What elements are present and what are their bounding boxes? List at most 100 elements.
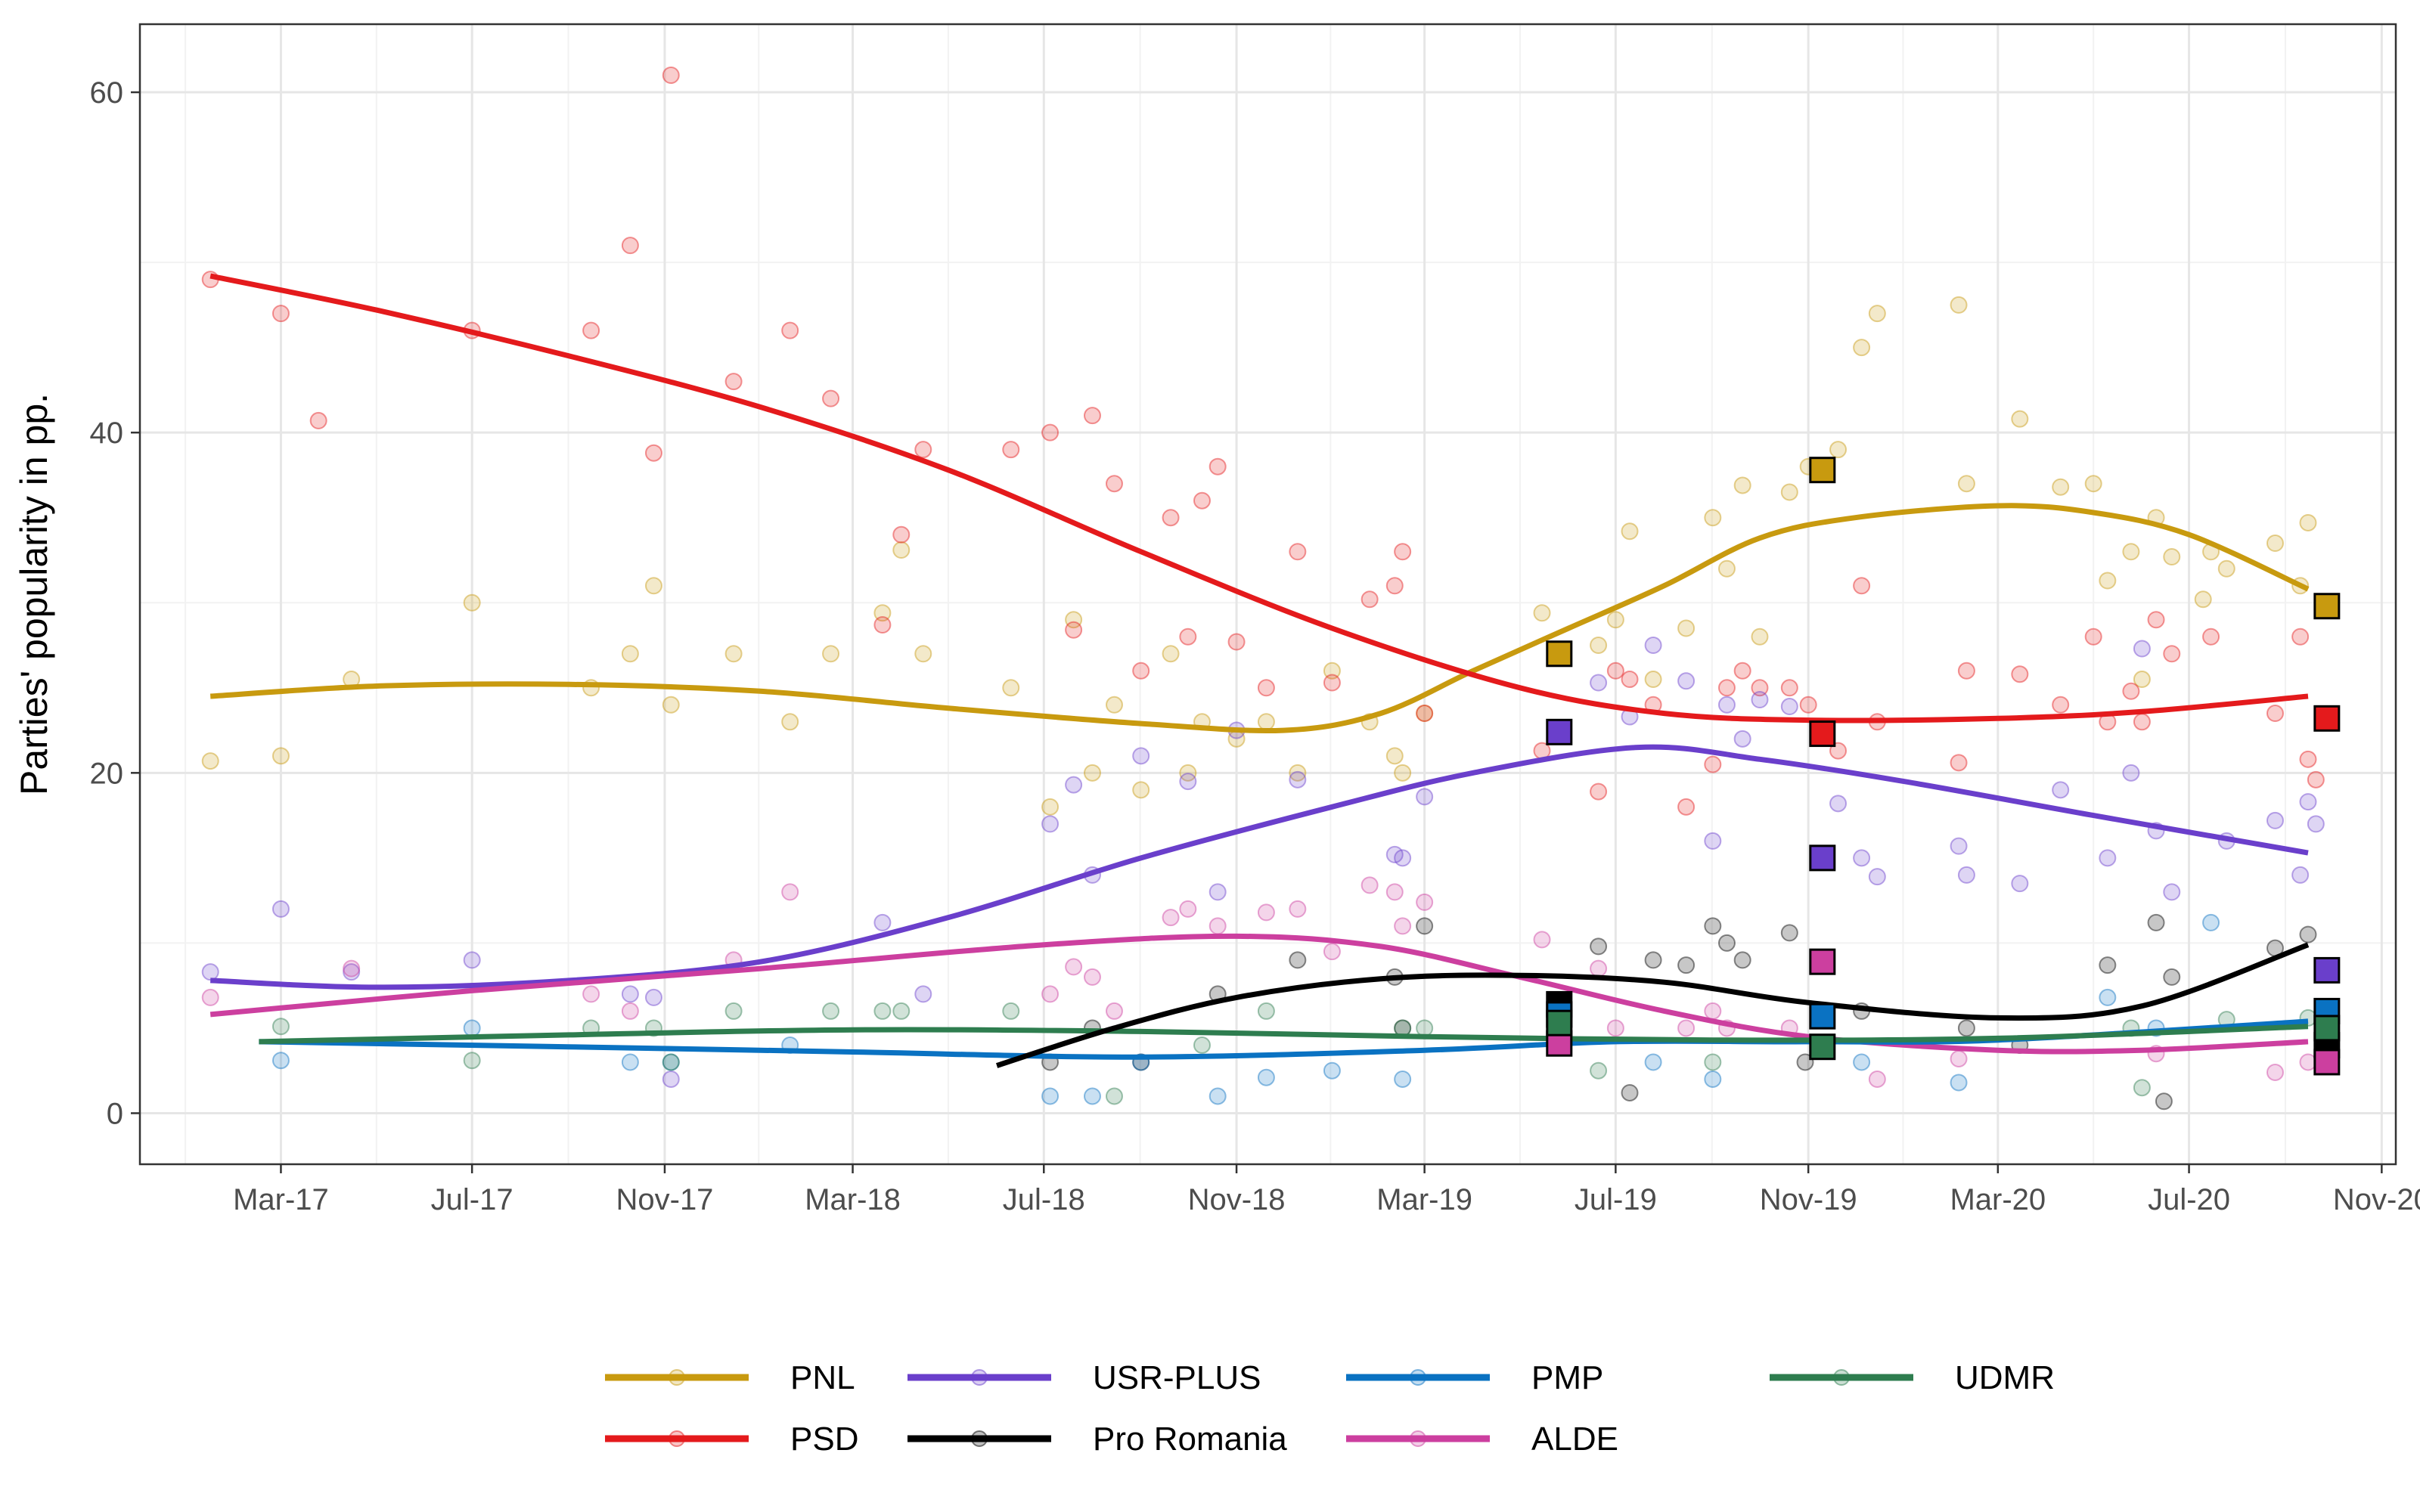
- x-tick-label: Jul-18: [1003, 1183, 1085, 1216]
- poll-point-pnl: [1385, 747, 1404, 765]
- y-tick-label: 40: [90, 417, 124, 450]
- poll-point-pnl: [1677, 619, 1696, 637]
- poll-point-alde: [621, 1002, 639, 1020]
- poll-point-pnl: [1533, 604, 1551, 622]
- poll-point-alde: [1289, 900, 1307, 918]
- poll-point-alde: [2299, 1053, 2317, 1071]
- poll-point-pro-romania: [1621, 1083, 1639, 1101]
- y-tick-label: 60: [90, 76, 124, 110]
- legend-swatch-point: [971, 1430, 988, 1447]
- poll-point-usr-plus: [343, 963, 361, 981]
- poll-point-usr-plus: [1853, 849, 1871, 867]
- result-marker-psd: [2313, 705, 2341, 732]
- poll-point-pnl: [1590, 637, 1608, 655]
- poll-point-usr-plus: [644, 988, 662, 1006]
- poll-point-pro-romania: [1733, 951, 1751, 969]
- poll-point-usr-plus: [1733, 730, 1751, 748]
- poll-point-pnl: [1083, 764, 1101, 782]
- poll-point-usr-plus: [2307, 815, 2325, 833]
- legend-label: Pro Romania: [1093, 1421, 1287, 1458]
- poll-point-pmp: [1323, 1061, 1341, 1080]
- poll-point-pnl: [1162, 645, 1180, 663]
- poll-point-psd: [1717, 679, 1736, 697]
- poll-point-pmp: [463, 1019, 481, 1037]
- y-axis: 0 20 40 60: [90, 76, 140, 1130]
- x-tick-label: Jul-17: [431, 1183, 513, 1216]
- poll-point-alde: [1162, 909, 1180, 927]
- poll-point-usr-plus: [2299, 793, 2317, 811]
- poll-point-psd: [1957, 662, 1975, 680]
- poll-point-pnl: [2299, 513, 2317, 531]
- poll-point-usr-plus: [1957, 866, 1975, 884]
- poll-point-pro-romania: [2299, 925, 2317, 943]
- poll-point-pnl: [2217, 559, 2235, 578]
- poll-point-psd: [1065, 621, 1083, 639]
- poll-point-alde: [1179, 900, 1197, 918]
- result-marker-udmr: [2313, 1015, 2341, 1042]
- poll-point-psd: [822, 389, 840, 407]
- panel-border: [138, 23, 2397, 1166]
- y-axis-title: Parties' popularity in pp.: [13, 393, 55, 795]
- poll-point-usr-plus: [1751, 691, 1769, 709]
- poll-point-psd: [1799, 696, 1817, 714]
- poll-point-psd: [2202, 627, 2220, 646]
- trend-line-pnl: [209, 503, 2310, 734]
- poll-point-usr-plus: [1179, 773, 1197, 791]
- poll-point-pro-romania: [2155, 1092, 2173, 1111]
- poll-point-pmp: [1950, 1074, 1968, 1092]
- poll-point-pnl: [1323, 662, 1341, 680]
- legend-swatch-point: [1410, 1430, 1426, 1447]
- poll-point-usr-plus: [2099, 849, 2117, 867]
- poll-point-udmr: [2133, 1079, 2151, 1097]
- poll-point-psd: [724, 373, 743, 391]
- x-tick-label: Nov-18: [1188, 1183, 1286, 1216]
- poll-point-pro-romania: [2147, 913, 2165, 931]
- poll-point-pnl: [873, 604, 892, 622]
- poll-point-usr-plus: [2052, 781, 2070, 799]
- poll-point-psd: [1360, 590, 1379, 609]
- poll-point-psd: [1416, 705, 1434, 723]
- poll-point-alde: [1704, 1002, 1722, 1020]
- legend-swatch-point: [971, 1369, 988, 1386]
- x-tick-label: Mar-19: [1376, 1183, 1472, 1216]
- legend-item-pro-romania: Pro Romania: [908, 1421, 1287, 1458]
- legend-label: PNL: [790, 1359, 855, 1396]
- poll-point-pnl: [892, 541, 911, 559]
- poll-point-psd: [662, 67, 680, 85]
- legend-label: PMP: [1531, 1359, 1603, 1396]
- x-tick-label: Mar-17: [233, 1183, 329, 1216]
- poll-point-pnl: [1733, 476, 1751, 494]
- poll-point-usr-plus: [1868, 868, 1886, 886]
- poll-point-psd: [781, 321, 799, 339]
- poll-point-alde: [201, 988, 219, 1006]
- poll-point-pnl: [2099, 572, 2117, 590]
- result-marker-udmr: [1546, 1009, 1573, 1036]
- poll-point-psd: [271, 305, 290, 323]
- poll-point-usr-plus: [2133, 640, 2151, 658]
- poll-point-alde: [1416, 893, 1434, 911]
- poll-point-usr-plus: [2011, 875, 2029, 893]
- poll-point-psd: [1385, 577, 1404, 595]
- poll-point-psd: [1208, 457, 1227, 476]
- result-marker-usr-plus: [1546, 718, 1573, 745]
- poll-point-pnl: [1416, 705, 1434, 723]
- poll-point-psd: [1621, 671, 1639, 689]
- poll-point-psd: [1083, 407, 1101, 425]
- poll-point-pmp: [271, 1052, 290, 1070]
- x-tick-label: Nov-17: [616, 1183, 713, 1216]
- poll-point-usr-plus: [1644, 637, 1662, 655]
- poll-point-usr-plus: [1704, 832, 1722, 850]
- poll-point-psd: [1606, 662, 1624, 680]
- poll-point-pnl: [1041, 798, 1060, 816]
- poll-point-usr-plus: [1289, 770, 1307, 789]
- poll-point-usr-plus: [1590, 674, 1608, 692]
- poll-point-psd: [1289, 543, 1307, 561]
- poll-point-psd: [582, 321, 600, 339]
- poll-point-psd: [2291, 627, 2310, 646]
- poll-point-psd: [2266, 705, 2284, 723]
- poll-point-usr-plus: [2122, 764, 2140, 782]
- poll-point-udmr: [1105, 1087, 1123, 1105]
- poll-point-pnl: [1132, 781, 1150, 799]
- poll-point-alde: [1041, 985, 1060, 1003]
- poll-point-usr-plus: [1829, 795, 1848, 813]
